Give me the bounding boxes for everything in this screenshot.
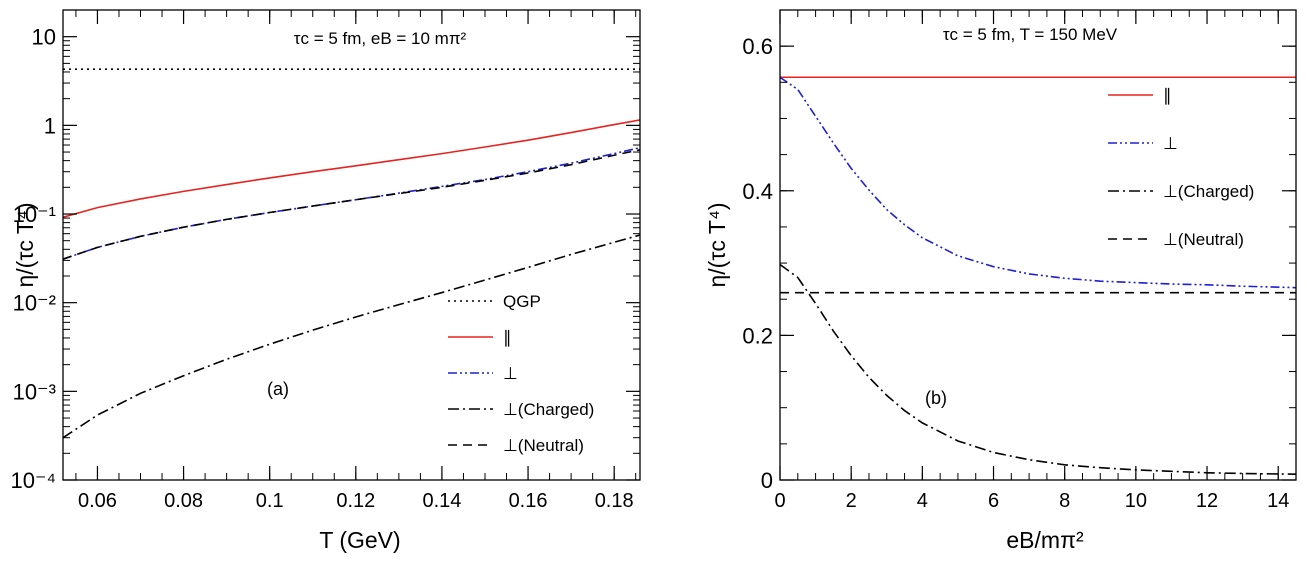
y-tick-label: 0.6 [742, 34, 773, 59]
chart-panel-a: 0.06 0.08 0.1 0.12 0.14 0.16 0.18 10⁻⁴ 10⁻³ 10⁻² 1… [10, 9, 641, 553]
series-layer-b [780, 76, 1296, 476]
x-tick-label: 8 [1059, 490, 1070, 512]
x-tick-label: 0.12 [336, 490, 375, 512]
y-tick-label: 0 [761, 468, 773, 493]
legend-label: ⊥(Neutral) [1163, 230, 1244, 249]
y-axis-label-b: η/(τc T⁴) [704, 203, 730, 288]
x-tick-label: 0.1 [256, 490, 284, 512]
chart-title-b: τc = 5 fm, T = 150 MeV [943, 25, 1118, 44]
legend-label: ⊥(Neutral) [503, 436, 584, 455]
legend-label: ∥ [1163, 86, 1172, 105]
y-axis-label-a: η/(τc T⁴) [12, 203, 38, 288]
y-tick-label: 10⁻³ [13, 379, 56, 404]
legend-label: ⊥ [503, 364, 518, 383]
x-axis-label-a: T (GeV) [319, 527, 400, 553]
y-tick-label: 10 [32, 25, 56, 50]
legend-label: ⊥ [1163, 134, 1178, 153]
x-tick-label: 0.16 [509, 490, 548, 512]
legend-a: QGP ∥ ⊥ ⊥(Charged) ⊥(Neutral) [448, 292, 594, 455]
x-tick-label: 0.08 [164, 490, 203, 512]
y-tick-label: 1 [44, 113, 56, 138]
chart-title-a: τc = 5 fm, eB = 10 mπ² [294, 29, 467, 48]
series-line [63, 234, 640, 439]
x-tick-label: 0 [774, 490, 785, 512]
ticks-a: 0.06 0.08 0.1 0.12 0.14 0.16 0.18 10⁻⁴ 10⁻³ 10⁻² 1… [10, 9, 640, 512]
x-tick-label: 0.14 [422, 490, 461, 512]
legend-label: ∥ [503, 328, 512, 347]
ticks-b: 0 2 4 6 8 10 12 14 0 0.2 0.4 0.6 [742, 9, 1297, 512]
plot-frame-a [62, 9, 641, 481]
x-axis-label-b: eB/mπ² [1006, 527, 1084, 553]
x-tick-label: 2 [846, 490, 857, 512]
panel-label-b: (b) [925, 388, 947, 408]
x-tick-label: 12 [1196, 490, 1218, 512]
x-tick-label: 10 [1125, 490, 1147, 512]
plot-frame-b [779, 9, 1297, 481]
series-line [63, 119, 640, 218]
series-line [780, 263, 1296, 476]
chart-panel-b: 0 2 4 6 8 10 12 14 0 0.2 0.4 0.6 τc = 5 fm, T = 150… [704, 9, 1297, 553]
x-tick-label: 6 [988, 490, 999, 512]
y-tick-label: 10⁻¹ [13, 202, 56, 227]
x-tick-label: 0.18 [595, 490, 634, 512]
x-tick-label: 4 [917, 490, 928, 512]
legend-label: ⊥(Charged) [1163, 182, 1254, 201]
x-tick-label: 14 [1267, 490, 1289, 512]
series-line [63, 146, 640, 260]
x-tick-label: 0.06 [78, 490, 117, 512]
y-tick-label: 10⁻² [13, 291, 56, 316]
panel-label-a: (a) [267, 379, 289, 399]
legend-label: QGP [503, 292, 541, 311]
y-tick-label: 0.4 [742, 179, 773, 204]
legend-b: ∥ ⊥ ⊥(Charged) ⊥(Neutral) [1108, 86, 1254, 249]
legend-label: ⊥(Charged) [503, 400, 594, 419]
series-line [63, 149, 640, 260]
y-tick-label: 10⁻⁴ [10, 468, 56, 493]
series-layer-a [63, 68, 640, 439]
y-tick-label: 0.2 [742, 323, 773, 348]
